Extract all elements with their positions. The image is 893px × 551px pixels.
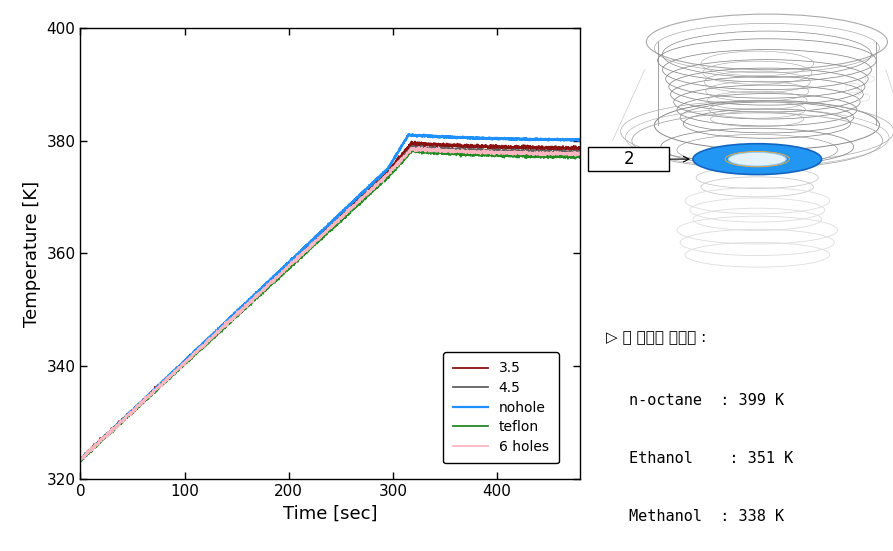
Ellipse shape (693, 144, 822, 175)
FancyBboxPatch shape (588, 147, 669, 171)
nohole (512, 136, 522, 142)
3.5 (512, 144, 522, 151)
4.5 (75, 457, 86, 463)
4.5 (512, 148, 522, 154)
Line: 3.5: 3.5 (80, 142, 580, 460)
Line: nohole: nohole (80, 134, 580, 460)
4.5 (288, 258, 299, 264)
3.5 (406, 138, 417, 145)
teflon (412, 146, 422, 153)
nohole (162, 375, 172, 381)
3.5 (132, 403, 143, 410)
Line: teflon: teflon (80, 149, 580, 461)
6 holes (75, 456, 86, 462)
nohole (288, 255, 299, 261)
nohole (75, 456, 86, 462)
4.5 (132, 404, 143, 411)
Y-axis label: Temperature [K]: Temperature [K] (23, 180, 41, 327)
4.5 (565, 149, 576, 156)
X-axis label: Time [sec]: Time [sec] (283, 505, 378, 523)
6 holes (288, 258, 299, 265)
Ellipse shape (729, 152, 786, 166)
3.5 (75, 455, 86, 462)
4.5 (575, 148, 586, 155)
teflon (76, 458, 87, 464)
teflon (267, 279, 278, 286)
4.5 (267, 279, 278, 285)
nohole (575, 137, 586, 143)
Line: 6 holes: 6 holes (80, 147, 580, 460)
Legend: 3.5, 4.5, nohole, teflon, 6 holes: 3.5, 4.5, nohole, teflon, 6 holes (443, 352, 558, 463)
nohole (132, 403, 143, 409)
6 holes (565, 151, 576, 158)
nohole (565, 136, 576, 143)
3.5 (162, 374, 172, 381)
6 holes (575, 151, 586, 158)
4.5 (162, 375, 172, 382)
teflon (565, 153, 576, 159)
nohole (267, 276, 278, 282)
Text: Methanol  : 338 K: Methanol : 338 K (629, 509, 784, 524)
6 holes (132, 404, 143, 410)
6 holes (75, 457, 86, 463)
Line: 4.5: 4.5 (80, 145, 580, 460)
6 holes (413, 144, 424, 150)
6 holes (162, 374, 172, 381)
Text: Ethanol    : 351 K: Ethanol : 351 K (629, 451, 793, 466)
Text: n-octane  : 399 K: n-octane : 399 K (629, 393, 784, 408)
3.5 (267, 275, 278, 282)
4.5 (75, 455, 86, 461)
teflon (288, 262, 299, 268)
teflon (132, 404, 143, 411)
nohole (404, 131, 414, 138)
6 holes (512, 150, 522, 156)
6 holes (267, 278, 278, 284)
3.5 (288, 255, 299, 262)
teflon (512, 154, 522, 161)
3.5 (76, 457, 87, 463)
Text: 2: 2 (623, 150, 634, 168)
Text: ▷ 각 연료의 끓는점 :: ▷ 각 연료의 끓는점 : (606, 331, 706, 345)
3.5 (575, 145, 586, 152)
teflon (575, 153, 586, 160)
4.5 (407, 142, 418, 149)
teflon (75, 455, 86, 462)
3.5 (565, 145, 576, 152)
nohole (75, 456, 86, 463)
teflon (162, 376, 172, 383)
